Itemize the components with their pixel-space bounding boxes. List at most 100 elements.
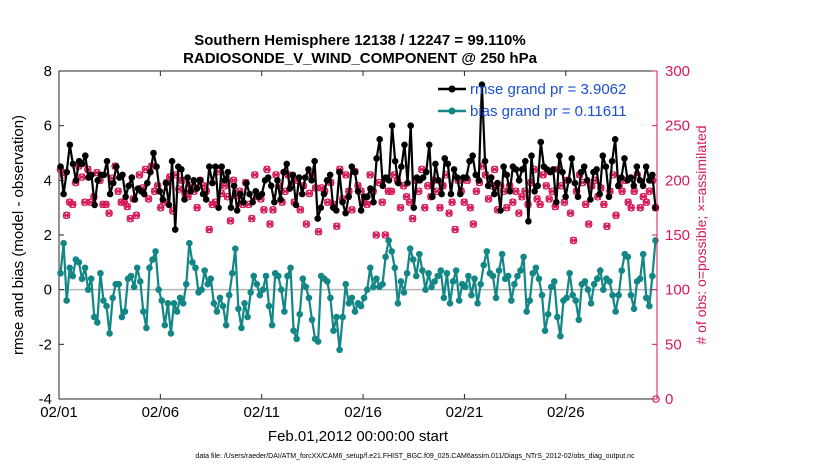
rmse-point (128, 174, 136, 181)
rmse-point (491, 190, 498, 198)
bias-point (385, 237, 392, 244)
bias-point (544, 310, 552, 318)
bias-point (57, 269, 64, 277)
bias-point (468, 291, 475, 299)
rmse-point (277, 196, 284, 203)
bias-point (339, 313, 346, 321)
bias-point (366, 264, 374, 272)
bias-point (90, 313, 98, 321)
rmse-point (435, 177, 442, 184)
rmse-point (614, 182, 622, 190)
bias-point (241, 300, 248, 307)
bias-point (382, 253, 389, 261)
bias-point (409, 256, 417, 263)
bias-point (547, 283, 555, 291)
bias-point (498, 250, 506, 258)
y2-tick-label: 200 (665, 172, 690, 189)
obs-assimilated-marker (315, 228, 323, 236)
bias-point (274, 272, 282, 280)
rmse-point (271, 198, 278, 206)
rmse-point (376, 136, 383, 143)
bias-point (357, 302, 365, 310)
bias-point (305, 294, 313, 302)
obs-assimilated-marker (630, 187, 638, 195)
rmse-point (326, 171, 334, 179)
rmse-point (66, 141, 74, 149)
bias-point (465, 272, 472, 280)
bias-point (109, 294, 116, 302)
rmse-point (562, 193, 569, 201)
obs-assimilated-marker (406, 198, 414, 206)
bias-point (201, 267, 208, 274)
bias-point (87, 275, 95, 283)
obs-assimilated-marker (248, 215, 256, 223)
obs-assimilated-marker (227, 217, 235, 225)
rmse-point (388, 122, 396, 129)
rmse-point (78, 160, 86, 168)
bias-point (345, 300, 353, 307)
y-tick-label: 6 (44, 118, 52, 135)
bias-point (256, 291, 264, 299)
bias-point (593, 275, 601, 283)
obs-assimilated-marker (533, 195, 541, 203)
rmse-point (429, 193, 436, 201)
x-axis-ticks: 02/01 02/06 02/11 02/16 02/21 02/26 (40, 71, 585, 421)
obs-assimilated-marker (193, 204, 201, 212)
bias-point (106, 330, 113, 337)
rmse-point (602, 163, 610, 170)
bias-point (143, 324, 150, 332)
obs-assimilated-marker (448, 198, 456, 206)
rmse-point (438, 190, 445, 198)
rmse-point (202, 196, 210, 203)
bias-point (140, 308, 147, 315)
obs-assimilated-marker (387, 187, 395, 195)
bias-point (590, 280, 598, 288)
bias-point (489, 272, 497, 280)
rmse-point (264, 174, 272, 181)
rmse-point (385, 177, 393, 184)
rmse-point (159, 196, 167, 203)
rmse-point (633, 163, 641, 170)
bias-point (471, 275, 478, 283)
bias-point (397, 278, 405, 285)
bias-point (173, 308, 181, 315)
bias-point (210, 300, 218, 307)
obs-assimilated-marker (542, 182, 550, 190)
bias-point (189, 259, 196, 266)
bias-point (474, 300, 481, 307)
obs-assimilated-marker (342, 171, 350, 179)
bias-point (514, 272, 521, 280)
obs-assimilated-marker (491, 165, 499, 173)
y-tick-label: 2 (44, 227, 52, 244)
rmse-point (131, 196, 139, 203)
bias-point (446, 300, 454, 307)
bias-point (167, 330, 175, 337)
bias-point (575, 316, 583, 324)
bias-point (422, 286, 429, 293)
rmse-point (605, 193, 613, 201)
obs-assimilated-marker (157, 204, 165, 212)
bias-point (333, 313, 340, 321)
bias-point (219, 302, 227, 310)
rmse-point (336, 168, 343, 176)
bias-point (63, 297, 70, 304)
rmse-series (57, 81, 659, 233)
bias-point (642, 294, 650, 302)
rmse-point (410, 204, 418, 211)
legend-rmse-label: rmse grand pr = 3.9062 (470, 81, 626, 98)
rmse-point (478, 81, 486, 88)
bias-point (627, 291, 635, 299)
bias-point (228, 269, 236, 277)
obs-assimilated-marker (570, 236, 578, 244)
bias-point (388, 248, 396, 255)
rmse-point (305, 166, 312, 173)
rmse-point (565, 177, 572, 184)
rmse-point (618, 174, 625, 181)
rmse-point (494, 179, 501, 187)
obs-assimilated-marker (135, 171, 143, 179)
bias-point (587, 300, 595, 307)
bias-point (406, 245, 414, 252)
rmse-point (599, 152, 607, 160)
bias-point (262, 272, 270, 280)
rmse-point (283, 160, 291, 168)
